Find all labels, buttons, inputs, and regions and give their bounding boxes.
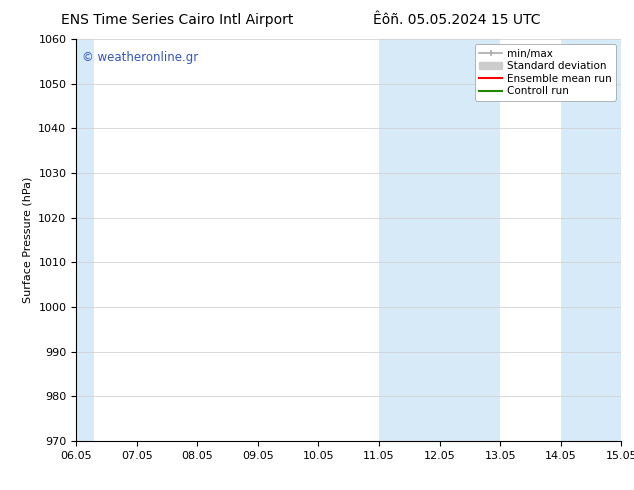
- Bar: [560, 39, 624, 441]
- Legend: min/max, Standard deviation, Ensemble mean run, Controll run: min/max, Standard deviation, Ensemble me…: [475, 45, 616, 100]
- Text: ENS Time Series Cairo Intl Airport: ENS Time Series Cairo Intl Airport: [61, 13, 294, 26]
- Bar: [73, 39, 94, 441]
- Bar: [379, 39, 500, 441]
- Text: © weatheronline.gr: © weatheronline.gr: [82, 51, 198, 64]
- Y-axis label: Surface Pressure (hPa): Surface Pressure (hPa): [23, 177, 33, 303]
- Text: Êôñ. 05.05.2024 15 UTC: Êôñ. 05.05.2024 15 UTC: [373, 13, 540, 26]
